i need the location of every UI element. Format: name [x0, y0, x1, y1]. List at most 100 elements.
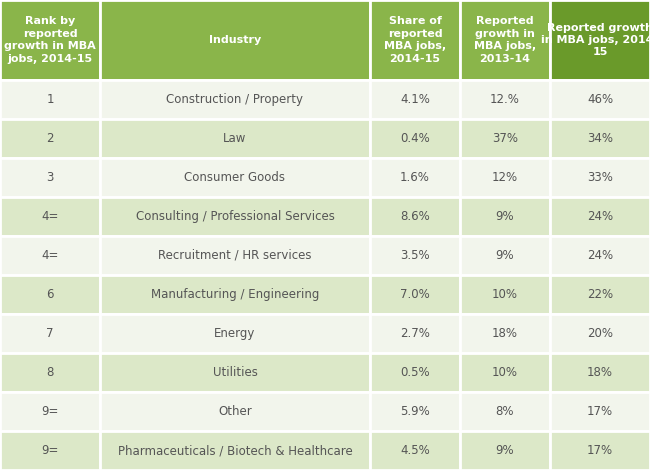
Bar [0, 275, 100, 314]
Bar [0, 119, 100, 158]
Bar [100, 0, 370, 80]
Text: 24%: 24% [587, 249, 613, 262]
Text: Industry: Industry [209, 35, 261, 45]
Bar [460, 0, 550, 80]
Bar [370, 314, 460, 353]
Text: 9%: 9% [496, 249, 514, 262]
Text: 18%: 18% [587, 366, 613, 379]
Bar [100, 197, 370, 236]
Text: Energy: Energy [214, 327, 255, 340]
Bar [550, 236, 650, 275]
Text: Pharmaceuticals / Biotech & Healthcare: Pharmaceuticals / Biotech & Healthcare [118, 444, 352, 457]
Bar [370, 275, 460, 314]
Text: 33%: 33% [587, 171, 613, 184]
Bar [100, 236, 370, 275]
Text: 6: 6 [46, 288, 54, 301]
Bar [370, 158, 460, 197]
Bar [460, 392, 550, 431]
Bar [460, 275, 550, 314]
Text: Other: Other [218, 405, 252, 418]
Bar [370, 431, 460, 470]
Bar [460, 158, 550, 197]
Bar [550, 392, 650, 431]
Text: 17%: 17% [587, 405, 613, 418]
Bar [100, 314, 370, 353]
Bar [550, 314, 650, 353]
Bar [550, 197, 650, 236]
Text: 2: 2 [46, 132, 54, 145]
Bar [100, 275, 370, 314]
Text: Construction / Property: Construction / Property [166, 93, 304, 106]
Text: 8: 8 [46, 366, 54, 379]
Bar [460, 314, 550, 353]
Text: Reported growth
in MBA jobs, 2014-
15: Reported growth in MBA jobs, 2014- 15 [541, 23, 650, 57]
Text: 12%: 12% [492, 171, 518, 184]
Text: 4=: 4= [42, 210, 58, 223]
Bar [460, 80, 550, 119]
Bar [550, 431, 650, 470]
Text: 0.4%: 0.4% [400, 132, 430, 145]
Text: 17%: 17% [587, 444, 613, 457]
Text: 9=: 9= [42, 405, 58, 418]
Text: 24%: 24% [587, 210, 613, 223]
Bar [460, 197, 550, 236]
Text: 12.%: 12.% [490, 93, 520, 106]
Text: Consumer Goods: Consumer Goods [185, 171, 285, 184]
Text: 46%: 46% [587, 93, 613, 106]
Bar [0, 236, 100, 275]
Bar [550, 0, 650, 80]
Text: 3: 3 [46, 171, 54, 184]
Bar [370, 119, 460, 158]
Bar [0, 353, 100, 392]
Text: 37%: 37% [492, 132, 518, 145]
Bar [370, 0, 460, 80]
Bar [100, 158, 370, 197]
Text: 22%: 22% [587, 288, 613, 301]
Text: Rank by
reported
growth in MBA
jobs, 2014-15: Rank by reported growth in MBA jobs, 201… [4, 16, 96, 63]
Text: 0.5%: 0.5% [400, 366, 430, 379]
Bar [460, 236, 550, 275]
Text: 20%: 20% [587, 327, 613, 340]
Bar [550, 80, 650, 119]
Text: 9=: 9= [42, 444, 58, 457]
Bar [100, 392, 370, 431]
Text: 18%: 18% [492, 327, 518, 340]
Text: Consulting / Professional Services: Consulting / Professional Services [136, 210, 335, 223]
Bar [370, 80, 460, 119]
Text: 1: 1 [46, 93, 54, 106]
Bar [370, 392, 460, 431]
Text: 7: 7 [46, 327, 54, 340]
Text: 4.1%: 4.1% [400, 93, 430, 106]
Text: Utilities: Utilities [213, 366, 257, 379]
Bar [460, 431, 550, 470]
Text: 5.9%: 5.9% [400, 405, 430, 418]
Text: 2.7%: 2.7% [400, 327, 430, 340]
Bar [550, 353, 650, 392]
Bar [0, 314, 100, 353]
Bar [0, 80, 100, 119]
Bar [550, 119, 650, 158]
Bar [0, 0, 100, 80]
Bar [550, 275, 650, 314]
Text: 10%: 10% [492, 288, 518, 301]
Bar [0, 392, 100, 431]
Text: 8.6%: 8.6% [400, 210, 430, 223]
Text: 10%: 10% [492, 366, 518, 379]
Bar [100, 353, 370, 392]
Bar [370, 236, 460, 275]
Text: Law: Law [224, 132, 247, 145]
Bar [0, 197, 100, 236]
Text: 9%: 9% [496, 210, 514, 223]
Bar [370, 353, 460, 392]
Text: 8%: 8% [496, 405, 514, 418]
Bar [0, 431, 100, 470]
Text: Manufacturing / Engineering: Manufacturing / Engineering [151, 288, 319, 301]
Bar [0, 158, 100, 197]
Text: Recruitment / HR services: Recruitment / HR services [158, 249, 312, 262]
Text: 3.5%: 3.5% [400, 249, 430, 262]
Bar [100, 119, 370, 158]
Bar [460, 119, 550, 158]
Text: 4=: 4= [42, 249, 58, 262]
Text: 4.5%: 4.5% [400, 444, 430, 457]
Text: 1.6%: 1.6% [400, 171, 430, 184]
